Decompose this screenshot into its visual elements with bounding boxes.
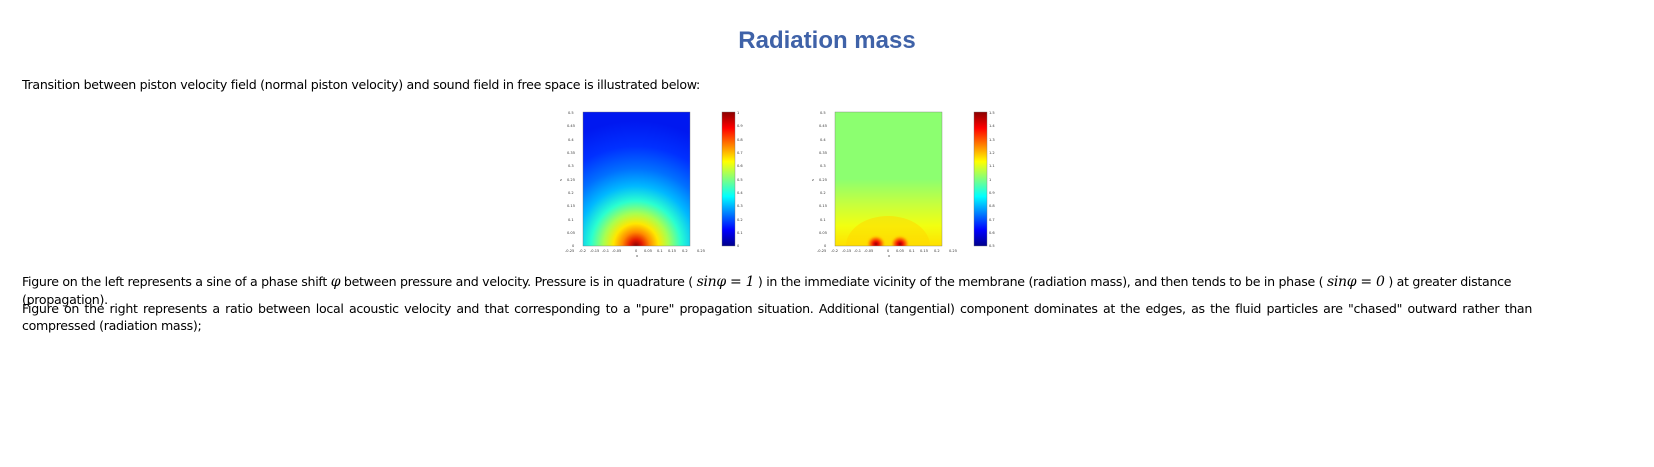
x-axis-label: x xyxy=(888,254,891,258)
y-tick: 0.3 xyxy=(568,164,574,168)
colorbar-tick: 0.2 xyxy=(737,218,743,222)
y-tick: 0.25 xyxy=(819,178,827,182)
x-tick: 0.05 xyxy=(896,249,904,253)
y-tick: 0.2 xyxy=(568,191,574,195)
y-tick: 0.15 xyxy=(567,204,575,208)
colorbar-tick: 1.2 xyxy=(989,151,995,155)
y-tick: 0.15 xyxy=(819,204,827,208)
x-tick: 0.05 xyxy=(644,249,652,253)
page-title: Radiation mass xyxy=(738,27,916,54)
colorbar-tick: 0.3 xyxy=(737,204,743,208)
x-tick: 0.15 xyxy=(920,249,928,253)
y-tick: 0 xyxy=(824,244,827,248)
colorbar-tick: 1.4 xyxy=(989,124,995,128)
colorbar-tick: 1.1 xyxy=(989,164,995,168)
y-tick: 0.5 xyxy=(820,111,826,115)
y-tick: 0.25 xyxy=(567,178,575,182)
colorbar-tick: 1.5 xyxy=(989,111,995,115)
x-tick: 0.25 xyxy=(697,249,705,253)
x-tick: -0.1 xyxy=(854,249,861,253)
velocity-ratio-plot-image: 0.5 0.45 0.4 0.35 0.3 0.25 0.2 0.15 0.1 … xyxy=(812,111,995,258)
colorbar-tick: 0.7 xyxy=(737,151,743,155)
colorbar-tick: 0.6 xyxy=(737,164,743,168)
x-tick: -0.25 xyxy=(817,249,826,253)
colorbar-tick: 0.4 xyxy=(737,191,743,195)
left-figure-description: Figure on the left represents a sine of … xyxy=(22,273,1532,308)
figure-velocity-ratio: 0.5 0.45 0.4 0.35 0.3 0.25 0.2 0.15 0.1 … xyxy=(808,108,1008,258)
x-tick: -0.15 xyxy=(842,249,851,253)
x-tick: 0.2 xyxy=(682,249,688,253)
y-tick: 0.05 xyxy=(567,231,575,235)
x-tick: 0.25 xyxy=(949,249,957,253)
y-axis-label: z xyxy=(812,178,814,182)
y-tick: 0.45 xyxy=(567,124,575,128)
text-segment: Figure on the left represents a sine of … xyxy=(22,274,331,289)
equation-quadrature: sinφ = 1 xyxy=(696,274,755,290)
x-tick: -0.05 xyxy=(864,249,873,253)
x-tick: 0.1 xyxy=(909,249,915,253)
y-axis-label: z xyxy=(560,178,562,182)
x-tick: -0.25 xyxy=(565,249,574,253)
y-tick: 0.4 xyxy=(820,138,826,142)
colorbar-tick: 0 xyxy=(737,244,740,248)
colorbar-tick: 1 xyxy=(989,178,991,182)
y-tick: 0.1 xyxy=(568,218,574,222)
phase-shift-plot-image: 0.5 0.45 0.4 0.35 0.3 0.25 0.2 0.15 0.1 … xyxy=(560,111,743,258)
y-tick: 0.3 xyxy=(820,164,826,168)
colorbar xyxy=(721,111,736,247)
colorbar-tick: 0.9 xyxy=(989,191,995,195)
y-tick: 0.35 xyxy=(819,151,827,155)
equation-in-phase: sinφ = 0 xyxy=(1327,274,1385,290)
y-tick: 0.2 xyxy=(820,191,826,195)
colorbar-tick: 1 xyxy=(737,111,739,115)
y-tick: 0.1 xyxy=(820,218,826,222)
x-tick: 0.1 xyxy=(657,249,663,253)
x-tick: -0.1 xyxy=(602,249,609,253)
colorbar-tick: 0.5 xyxy=(737,178,743,182)
figure-phase-shift: 0.5 0.45 0.4 0.35 0.3 0.25 0.2 0.15 0.1 … xyxy=(556,108,756,258)
x-tick: 0 xyxy=(635,249,638,253)
right-figure-description: Figure on the right represents a ratio b… xyxy=(22,301,1532,333)
colorbar-tick: 0.7 xyxy=(989,218,995,222)
colorbar-tick: 0.6 xyxy=(989,231,995,235)
colorbar-tick: 0.1 xyxy=(737,231,743,235)
colorbar-tick: 0.5 xyxy=(989,244,995,248)
colorbar xyxy=(973,111,988,247)
x-axis-label: x xyxy=(636,254,639,258)
x-tick: -0.05 xyxy=(612,249,621,253)
phi-symbol: φ xyxy=(330,274,341,290)
x-tick: 0.2 xyxy=(934,249,940,253)
y-tick: 0.4 xyxy=(568,138,574,142)
colorbar-tick: 0.9 xyxy=(737,124,743,128)
x-tick: -0.2 xyxy=(579,249,586,253)
colorbar-tick: 0.8 xyxy=(737,138,743,142)
x-tick: 0 xyxy=(887,249,890,253)
intro-paragraph: Transition between piston velocity field… xyxy=(22,77,700,92)
x-tick: 0.15 xyxy=(668,249,676,253)
colorbar-tick: 1.3 xyxy=(989,138,995,142)
y-tick: 0.5 xyxy=(568,111,574,115)
text-segment: ) in the immediate vicinity of the membr… xyxy=(754,274,1327,289)
x-tick: -0.2 xyxy=(831,249,838,253)
colorbar-tick: 0.8 xyxy=(989,204,995,208)
y-tick: 0.35 xyxy=(567,151,575,155)
phase-shift-field xyxy=(583,112,690,246)
text-segment: ) at greater distance (propagation). xyxy=(22,274,1512,307)
y-tick: 0.45 xyxy=(819,124,827,128)
y-tick: 0 xyxy=(572,244,575,248)
text-segment: between pressure and velocity. Pressure … xyxy=(340,274,697,289)
x-tick: -0.15 xyxy=(590,249,599,253)
y-tick: 0.05 xyxy=(819,231,827,235)
